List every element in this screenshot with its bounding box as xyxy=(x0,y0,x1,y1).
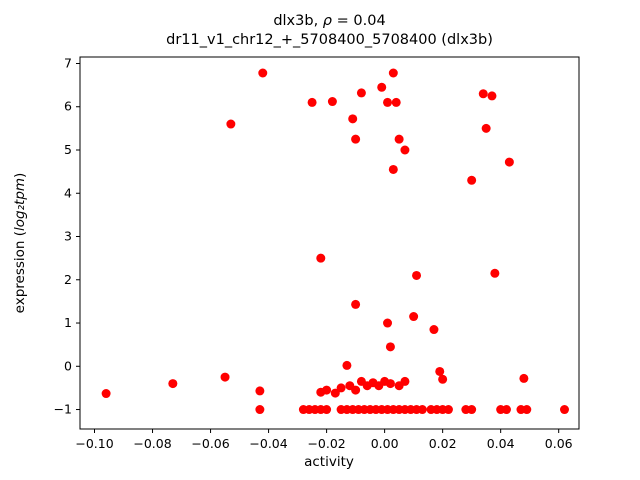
data-point xyxy=(559,405,569,415)
data-point xyxy=(388,68,398,78)
ticks-layer: −0.10 −0.08 −0.06 −0.04 −0.02 0.00 0.02 0.04 0.0… xyxy=(54,55,573,451)
data-point xyxy=(322,385,332,395)
title-gene-label: dlx3b, xyxy=(273,13,323,29)
y-tick-label: 7 xyxy=(64,55,72,70)
y-axis-label: expression (log₂tpm) xyxy=(12,173,28,314)
data-point xyxy=(467,405,477,415)
data-point xyxy=(481,123,491,133)
title-rho-value: = 0.04 xyxy=(332,13,386,29)
x-axis-label: activity xyxy=(304,454,354,470)
data-point xyxy=(394,134,404,144)
x-tick-label: −0.10 xyxy=(75,436,113,451)
x-tick-label: −0.04 xyxy=(249,436,287,451)
data-point xyxy=(385,379,395,389)
data-point xyxy=(490,268,500,278)
data-point xyxy=(348,114,358,124)
data-point xyxy=(330,388,340,398)
y-axis-label-prefix: expression ( xyxy=(12,231,28,313)
chart-title: dlx3b, ρ = 0.04 dr11_v1_chr12_+_5708400_… xyxy=(80,12,579,50)
data-point xyxy=(356,88,366,98)
data-point xyxy=(255,386,265,396)
data-point xyxy=(412,270,422,280)
data-point xyxy=(351,299,361,309)
data-point xyxy=(467,175,477,185)
data-point xyxy=(336,383,346,393)
data-point xyxy=(400,376,410,386)
x-tick-label: −0.02 xyxy=(307,436,345,451)
y-tick-label: 6 xyxy=(64,99,72,114)
chart-title-line1: dlx3b, ρ = 0.04 xyxy=(80,12,579,31)
data-point xyxy=(519,373,529,383)
y-axis-label-math: log₂tpm xyxy=(12,178,28,231)
data-point xyxy=(435,366,445,376)
data-point xyxy=(443,405,453,415)
y-tick-label: 1 xyxy=(64,315,72,330)
data-point xyxy=(438,374,448,384)
data-point xyxy=(385,342,395,352)
axes-frame xyxy=(79,56,580,430)
data-point xyxy=(258,68,268,78)
y-tick-label: 4 xyxy=(64,185,72,200)
x-tick-label: 0.06 xyxy=(545,436,573,451)
data-point xyxy=(327,97,337,107)
data-point xyxy=(417,405,427,415)
data-point xyxy=(388,164,398,174)
chart-title-line2: dr11_v1_chr12_+_5708400_5708400 (dlx3b) xyxy=(166,32,493,48)
data-point xyxy=(220,372,230,382)
data-point xyxy=(226,119,236,129)
data-point xyxy=(351,385,361,395)
data-point xyxy=(342,360,352,370)
data-point xyxy=(383,97,393,107)
data-point xyxy=(168,379,178,389)
x-tick-label: −0.06 xyxy=(191,436,229,451)
data-point xyxy=(255,405,265,415)
data-point xyxy=(377,82,387,92)
data-point xyxy=(391,97,401,107)
data-point xyxy=(400,145,410,155)
data-point xyxy=(351,134,361,144)
data-point xyxy=(487,91,497,101)
data-point xyxy=(478,89,488,99)
data-point xyxy=(307,97,317,107)
y-tick-label: 5 xyxy=(64,142,72,157)
data-point xyxy=(316,253,326,263)
data-point xyxy=(522,405,532,415)
y-tick-label: 3 xyxy=(64,229,72,244)
y-tick-label: −1 xyxy=(54,402,72,417)
x-tick-label: 0.04 xyxy=(487,436,515,451)
y-tick-label: 0 xyxy=(64,358,72,373)
data-point xyxy=(504,157,514,167)
x-tick-label: 0.00 xyxy=(371,436,399,451)
title-rho-symbol: ρ xyxy=(322,13,333,29)
y-tick-label: 2 xyxy=(64,272,72,287)
data-point xyxy=(409,312,419,322)
data-point xyxy=(322,405,332,415)
x-tick-label: −0.08 xyxy=(133,436,171,451)
data-point xyxy=(101,389,111,399)
y-axis-label-suffix: ) xyxy=(12,173,28,178)
data-point xyxy=(383,318,393,328)
points-layer xyxy=(101,68,569,415)
x-tick-label: 0.02 xyxy=(429,436,457,451)
data-point xyxy=(429,325,439,335)
data-point xyxy=(501,405,511,415)
